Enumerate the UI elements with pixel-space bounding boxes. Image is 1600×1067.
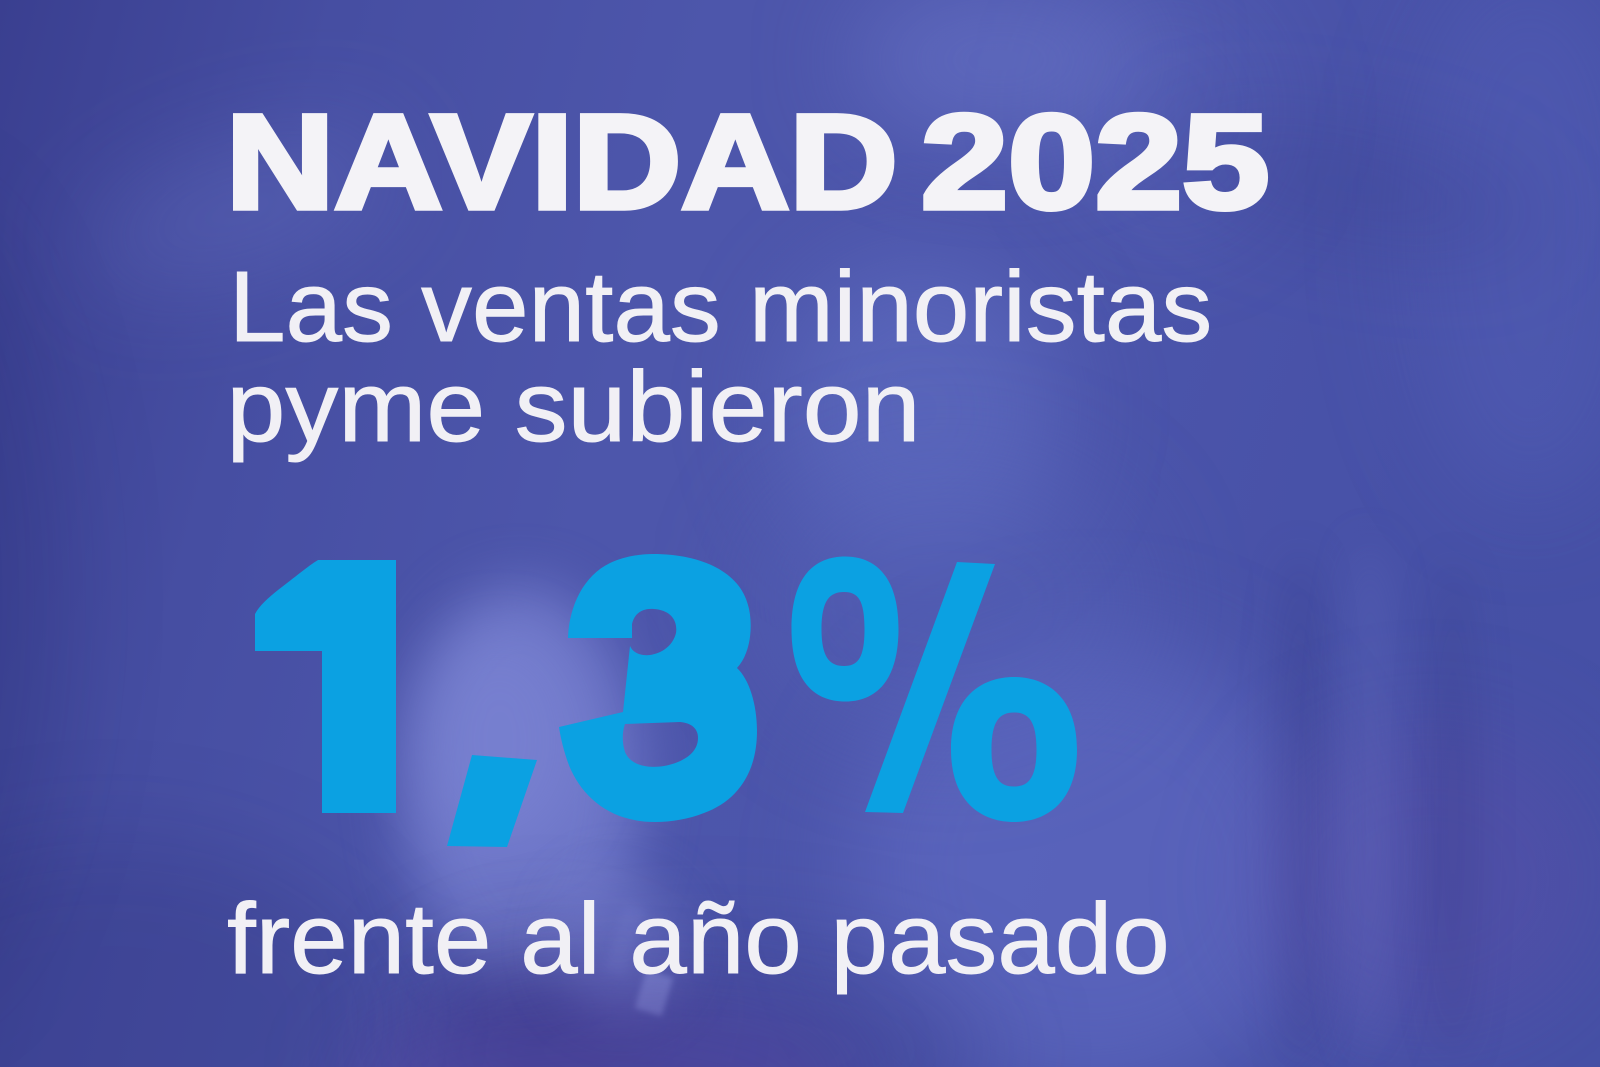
svg-text:Las ventas minoristas: Las ventas minoristas (229, 252, 1212, 363)
svg-text:pyme subieron: pyme subieron (227, 351, 921, 463)
svg-text:NAVIDAD: NAVIDAD (226, 87, 898, 237)
svg-text:2025: 2025 (921, 87, 1269, 237)
svg-text:frente al año pasado: frente al año pasado (227, 883, 1170, 995)
